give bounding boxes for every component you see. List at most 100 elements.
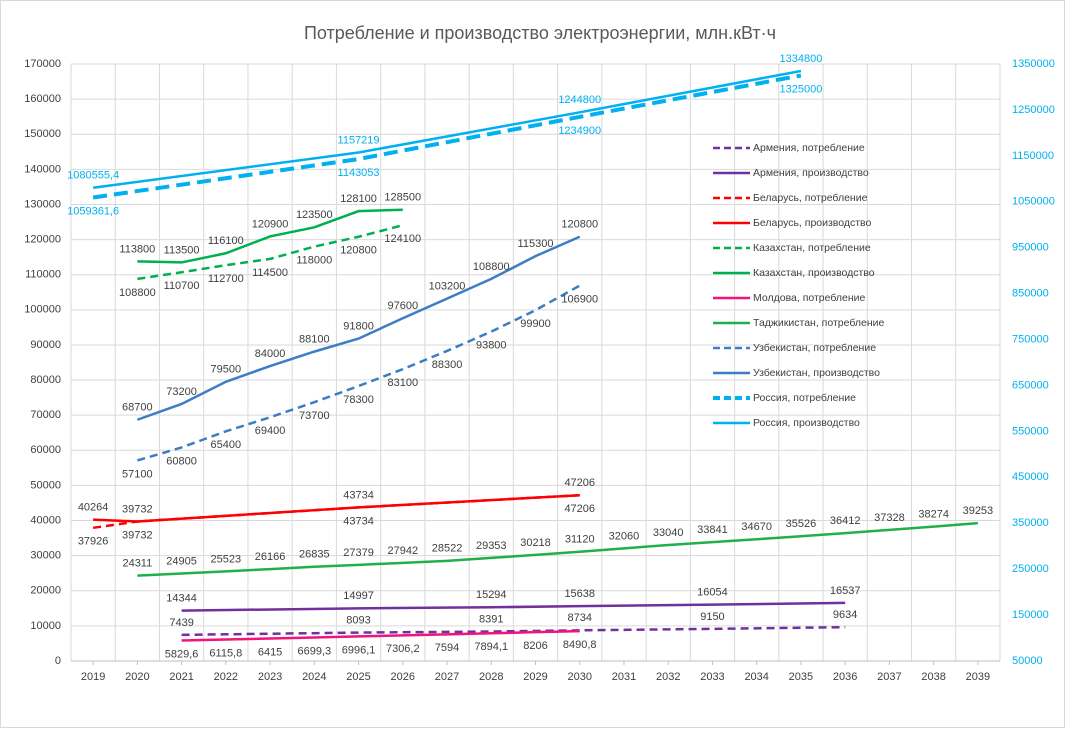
y-tick-label: 70000 bbox=[30, 409, 61, 421]
data-label: 6699,3 bbox=[297, 645, 331, 657]
series-line bbox=[137, 208, 403, 264]
data-label: 91800 bbox=[343, 321, 374, 333]
series-line bbox=[136, 235, 581, 421]
x-tick-label: 2037 bbox=[877, 671, 901, 683]
data-label: 33040 bbox=[653, 527, 684, 539]
y2-tick-label: 1350000 bbox=[1012, 58, 1055, 70]
data-label: 128500 bbox=[384, 192, 421, 204]
x-tick-label: 2038 bbox=[921, 671, 945, 683]
y-tick-label: 170000 bbox=[24, 58, 61, 70]
y2-tick-label: 50000 bbox=[1012, 655, 1043, 667]
data-label: 1080555,4 bbox=[67, 170, 119, 182]
data-label: 8391 bbox=[479, 613, 503, 625]
y2-tick-label: 550000 bbox=[1012, 425, 1049, 437]
legend-label: Россия, производство bbox=[753, 417, 860, 429]
data-label: 14997 bbox=[343, 590, 374, 602]
data-label: 9634 bbox=[833, 609, 857, 621]
y-tick-label: 20000 bbox=[30, 585, 61, 597]
data-label: 116100 bbox=[208, 235, 244, 247]
legend-label: Таджикистан, потребление bbox=[753, 317, 885, 329]
data-label: 39732 bbox=[122, 503, 153, 515]
data-label: 39253 bbox=[963, 505, 994, 517]
data-label: 24311 bbox=[122, 558, 152, 570]
x-tick-label: 2021 bbox=[169, 671, 193, 683]
data-label: 16537 bbox=[830, 585, 861, 597]
data-label: 7594 bbox=[435, 642, 459, 654]
data-label: 7894,1 bbox=[474, 641, 508, 653]
y-tick-label: 110000 bbox=[25, 269, 61, 281]
series-line bbox=[181, 629, 580, 642]
data-label: 68700 bbox=[122, 402, 153, 414]
data-label: 112700 bbox=[208, 273, 244, 285]
series-line bbox=[137, 521, 978, 577]
data-label: 15294 bbox=[476, 589, 507, 601]
y2-tick-label: 250000 bbox=[1012, 563, 1049, 575]
series-line bbox=[181, 601, 846, 612]
data-label: 32060 bbox=[609, 530, 640, 542]
y-tick-label: 120000 bbox=[24, 233, 61, 245]
data-label: 115300 bbox=[518, 238, 554, 250]
data-label: 9150 bbox=[700, 611, 724, 623]
y2-tick-label: 450000 bbox=[1012, 471, 1049, 483]
x-tick-label: 2020 bbox=[125, 671, 149, 683]
data-label: 108800 bbox=[119, 287, 156, 299]
data-label: 128100 bbox=[340, 193, 377, 205]
data-label: 60800 bbox=[166, 455, 197, 467]
y2-tick-label: 350000 bbox=[1012, 517, 1049, 529]
y2-tick-label: 1250000 bbox=[1012, 104, 1055, 116]
data-label: 99900 bbox=[520, 318, 551, 330]
x-tick-label: 2036 bbox=[833, 671, 857, 683]
x-tick-label: 2022 bbox=[214, 671, 238, 683]
data-label: 6996,1 bbox=[342, 644, 376, 656]
data-label: 33841 bbox=[697, 524, 728, 536]
data-label: 8093 bbox=[346, 614, 370, 626]
series-line bbox=[92, 73, 802, 200]
legend-label: Казахстан, производство bbox=[753, 267, 875, 279]
data-label: 65400 bbox=[211, 439, 242, 451]
y2-tick-label: 850000 bbox=[1012, 288, 1049, 300]
data-label: 110700 bbox=[164, 280, 200, 292]
data-label: 114500 bbox=[252, 267, 288, 279]
data-label: 79500 bbox=[211, 364, 242, 376]
data-label: 120800 bbox=[561, 219, 598, 231]
data-label: 8490,8 bbox=[563, 639, 597, 651]
data-label: 27379 bbox=[343, 547, 374, 559]
data-label: 1234900 bbox=[558, 125, 601, 137]
data-label: 113800 bbox=[119, 243, 155, 255]
y-tick-label: 150000 bbox=[24, 128, 61, 140]
data-label: 6415 bbox=[258, 646, 282, 658]
data-label: 69400 bbox=[255, 425, 286, 437]
data-label: 83100 bbox=[387, 377, 418, 389]
legend-label: Молдова, потребление bbox=[753, 292, 866, 304]
y2-tick-label: 1050000 bbox=[1012, 196, 1055, 208]
data-label: 7439 bbox=[169, 617, 193, 629]
data-label: 93800 bbox=[476, 340, 507, 352]
data-label: 26166 bbox=[255, 551, 286, 563]
data-label: 35526 bbox=[786, 518, 817, 530]
data-label: 14344 bbox=[166, 593, 197, 605]
data-label: 57100 bbox=[122, 468, 153, 480]
data-label: 78300 bbox=[343, 394, 374, 406]
data-label: 24905 bbox=[166, 555, 197, 567]
data-label: 1325000 bbox=[780, 83, 823, 95]
legend-label: Узбекистан, производство bbox=[753, 367, 880, 379]
x-tick-label: 2026 bbox=[391, 671, 415, 683]
data-label: 27942 bbox=[387, 545, 418, 557]
legend-label: Армения, потребление bbox=[753, 142, 865, 154]
data-label: 30218 bbox=[520, 537, 551, 549]
y-tick-label: 60000 bbox=[30, 444, 61, 456]
y-tick-label: 40000 bbox=[30, 514, 61, 526]
data-label: 34670 bbox=[741, 521, 772, 533]
data-label: 1334800 bbox=[780, 53, 823, 65]
x-tick-label: 2032 bbox=[656, 671, 680, 683]
data-label: 40264 bbox=[78, 502, 109, 514]
data-label: 1244800 bbox=[558, 94, 601, 106]
chart-title: Потребление и производство электроэнерги… bbox=[304, 23, 776, 43]
data-label: 37926 bbox=[78, 536, 109, 548]
x-tick-label: 2030 bbox=[567, 671, 591, 683]
y-tick-label: 160000 bbox=[24, 93, 61, 105]
legend-label: Беларусь, производство bbox=[753, 217, 872, 229]
data-label: 47206 bbox=[564, 477, 595, 489]
x-tick-label: 2034 bbox=[744, 671, 768, 683]
